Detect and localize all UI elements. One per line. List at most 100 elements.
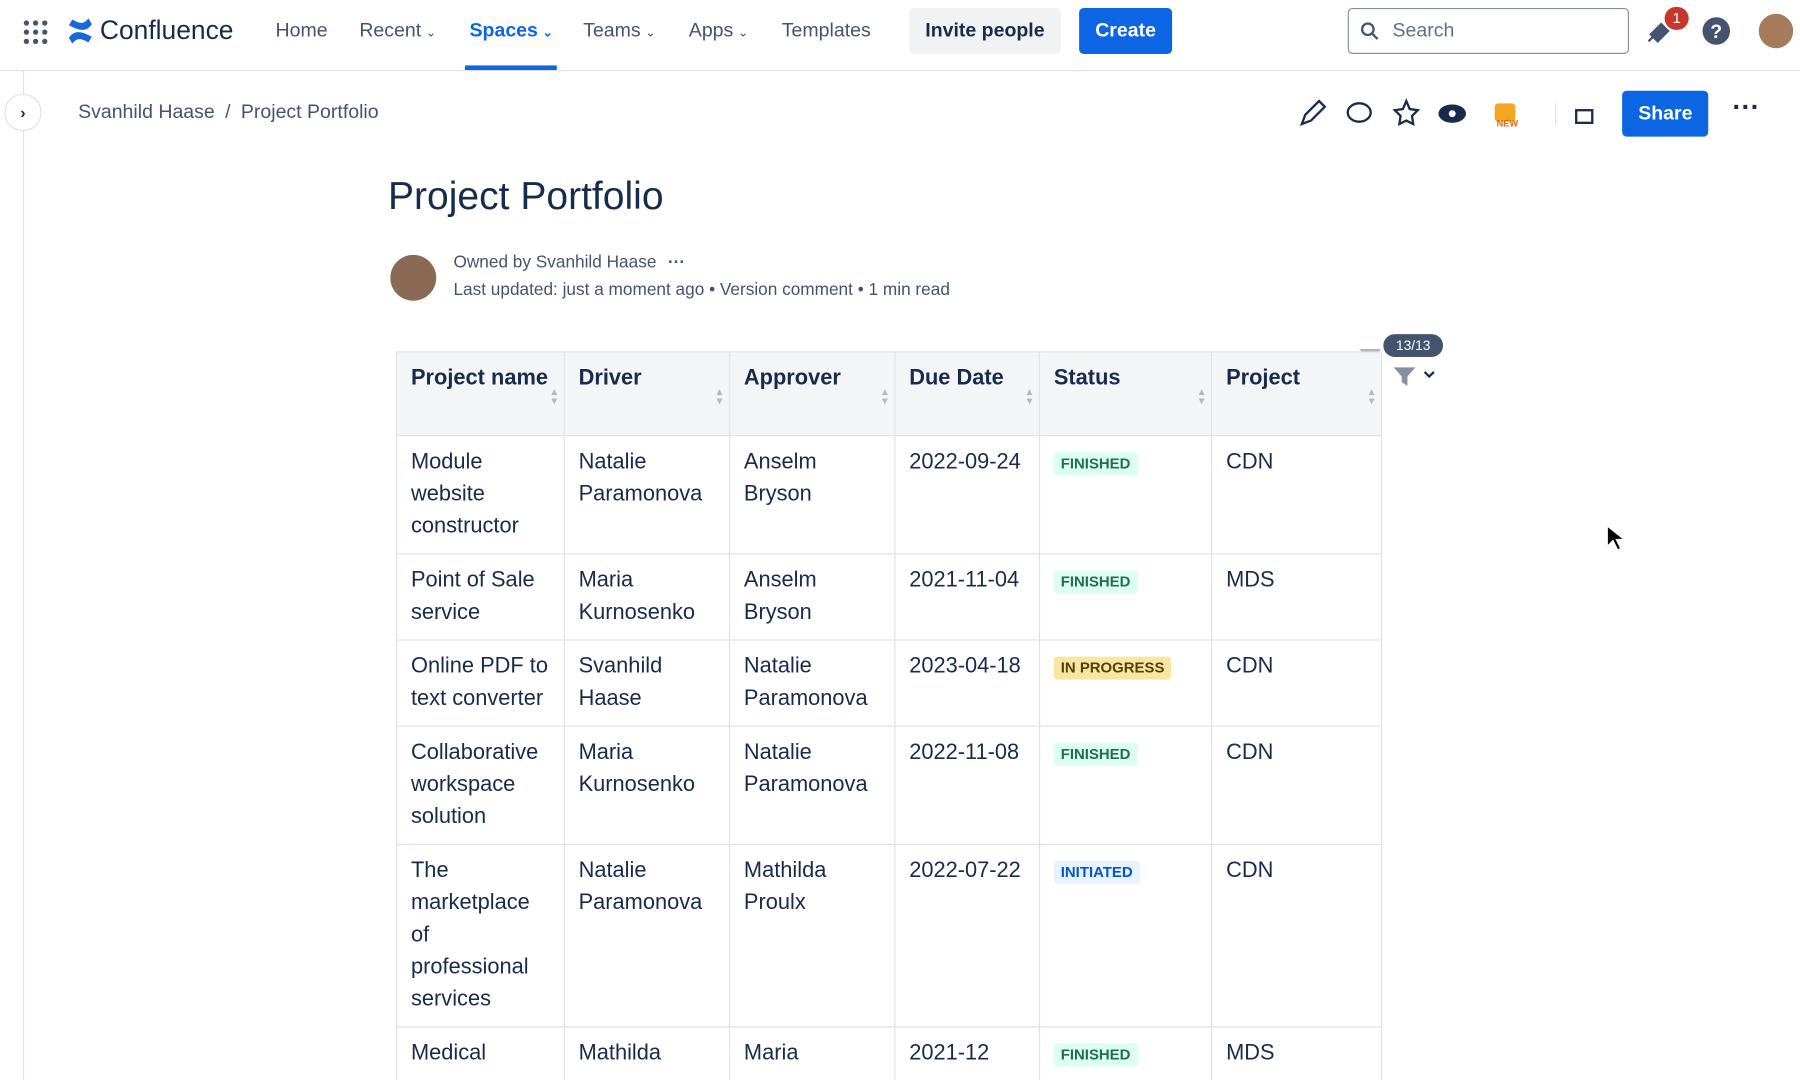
cell-text: Maria Kurnosenko: [578, 740, 696, 797]
cell-text: Natalie Paramonova: [743, 740, 868, 797]
table-cell: INITIATED: [1038, 843, 1213, 1028]
sidebar-toggle[interactable]: ›: [4, 94, 42, 131]
cell-text: Anselm Bryson: [743, 450, 817, 507]
nav-item[interactable]: Spaces ⌄: [469, 19, 554, 42]
table-cell: FINISHED: [1038, 725, 1213, 845]
table-cell: FINISHED: [1038, 1026, 1213, 1080]
cell-text: Point of Sale service: [410, 568, 535, 625]
table-cell: Natalie Paramonova: [563, 435, 731, 555]
chevron: ⌄: [542, 26, 554, 41]
table-cell: 2022-11-08: [894, 725, 1041, 845]
table-cell: Natalie Paramonova: [728, 725, 896, 845]
create-button[interactable]: Create: [1079, 8, 1173, 54]
comment-icon[interactable]: [1346, 102, 1372, 123]
cell-text: MDS: [1226, 568, 1275, 593]
table-cell: MDS: [1211, 553, 1383, 641]
logo[interactable]: [67, 18, 95, 44]
column-header[interactable]: Project name ▴ ▾: [396, 351, 565, 437]
chevron: ⌄: [737, 26, 749, 41]
search-placeholder: Search: [1392, 19, 1455, 42]
status-lozenge: INITIATED: [1053, 861, 1140, 884]
breadcrumb-item[interactable]: Svanhild Haase: [78, 101, 215, 123]
column-header[interactable]: Driver ▴ ▾: [563, 351, 731, 437]
cell-text: Maria: [743, 1041, 799, 1066]
cell-text: Mathilda Proulx: [743, 858, 827, 915]
invite-button[interactable]: Invite people: [909, 8, 1061, 54]
owner-text: Owned by Svanhild Haase: [453, 252, 657, 273]
cell-text: 2021-12: [909, 1041, 990, 1066]
svg-text:?: ?: [1710, 21, 1722, 43]
cell-text: Natalie Paramonova: [578, 858, 703, 915]
cell-text: Natalie Paramonova: [578, 450, 703, 507]
table-cell: 2021-11-04: [894, 553, 1041, 641]
read-time: 1 min read: [868, 280, 950, 300]
sort-icon[interactable]: ▴ ▾: [1199, 385, 1205, 407]
restrictions-icon[interactable]: [1575, 109, 1594, 124]
table-cell: 2023-04-18: [894, 639, 1041, 727]
column-header[interactable]: Status ▴ ▾: [1038, 351, 1213, 437]
header-text: Project name: [410, 366, 548, 391]
column-header[interactable]: Approver ▴ ▾: [728, 351, 896, 437]
cell-text: CDN: [1226, 740, 1274, 765]
nav-item[interactable]: Home: [275, 19, 328, 42]
table-row: Collaborative workspace solution Maria Ku…: [396, 725, 1383, 845]
table-cell: FINISHED: [1038, 553, 1213, 641]
sort-icon[interactable]: ▴ ▾: [882, 385, 888, 407]
sort-icon[interactable]: ▴ ▾: [716, 385, 723, 407]
data-table: Project name ▴ ▾ Driver ▴ ▾ Approver ▴ ▾ Due Date…: [396, 351, 1383, 1080]
version-comment[interactable]: Version comment: [719, 280, 853, 300]
cell-text: 2023-04-18: [909, 654, 1021, 679]
table-cell: 2022-07-22: [894, 843, 1041, 1028]
app-switcher[interactable]: [23, 20, 48, 45]
table-cell: Maria Kurnosenko: [563, 725, 731, 845]
nav-item[interactable]: Apps ⌄: [688, 19, 749, 42]
cell-text: Collaborative workspace solution: [410, 740, 539, 829]
cell-text: Maria Kurnosenko: [578, 568, 696, 625]
table-cell: Maria Kurnosenko: [563, 553, 731, 641]
product-name[interactable]: Confluence: [99, 14, 234, 45]
table-cell: Mathilda: [563, 1026, 731, 1080]
cell-text: Anselm Bryson: [743, 568, 817, 625]
status-lozenge: FINISHED: [1053, 1043, 1138, 1067]
cell-text: CDN: [1226, 450, 1274, 475]
cell-text: Medical: [410, 1041, 487, 1066]
table-row: The marketplace of professional services…: [396, 843, 1383, 1028]
header-text: Status: [1053, 366, 1121, 391]
notifications-icon[interactable]: [1646, 18, 1674, 46]
column-header[interactable]: Project ▴ ▾: [1211, 351, 1383, 437]
star-icon[interactable]: [1392, 98, 1421, 126]
sort-icon[interactable]: ▴ ▾: [551, 385, 557, 407]
nav-item[interactable]: Teams ⌄: [583, 19, 656, 42]
cell-text: CDN: [1226, 858, 1274, 883]
table-cell: Natalie Paramonova: [728, 639, 896, 727]
table-row: Online PDF to text converter Svanhild Haa…: [396, 639, 1383, 727]
more-actions[interactable]: ···: [1732, 91, 1760, 123]
share-button[interactable]: Share: [1622, 90, 1709, 137]
table-cell: MDS: [1211, 1026, 1383, 1080]
top-nav: Confluence Home Recent ⌄ Spaces ⌄ Teams ⌄ Apps ⌄…: [0, 0, 1800, 72]
nav-item[interactable]: Recent ⌄: [359, 19, 437, 42]
new-badge: NEW: [1497, 118, 1519, 128]
table-cell: Natalie Paramonova: [563, 843, 731, 1028]
table-cell: Anselm Bryson: [728, 435, 896, 555]
new-feature-icon[interactable]: [1494, 103, 1516, 122]
edit-icon[interactable]: [1299, 99, 1327, 126]
table-cell: Point of Sale service: [396, 553, 565, 641]
help-icon[interactable]: ?: [1701, 16, 1731, 46]
table-cell: Svanhild Haase: [563, 639, 731, 727]
header-text: Due Date: [909, 366, 1004, 391]
sort-icon[interactable]: ▴ ▾: [1026, 385, 1033, 407]
nav-item[interactable]: Templates: [781, 19, 871, 42]
notification-badge: 1: [1664, 6, 1689, 30]
column-header[interactable]: Due Date ▴ ▾: [894, 351, 1041, 437]
table-cell: FINISHED: [1038, 435, 1213, 555]
search-box[interactable]: Search: [1347, 8, 1630, 54]
breadcrumb-item[interactable]: Project Portfolio: [240, 101, 379, 123]
status-lozenge: FINISHED: [1053, 452, 1138, 476]
cell-text: 2022-11-08: [909, 740, 1020, 765]
table-cell: IN PROGRESS: [1038, 639, 1213, 727]
user-avatar[interactable]: [1758, 13, 1794, 49]
sort-icon[interactable]: ▴ ▾: [1368, 385, 1375, 407]
chevron: ⌄: [425, 26, 437, 41]
